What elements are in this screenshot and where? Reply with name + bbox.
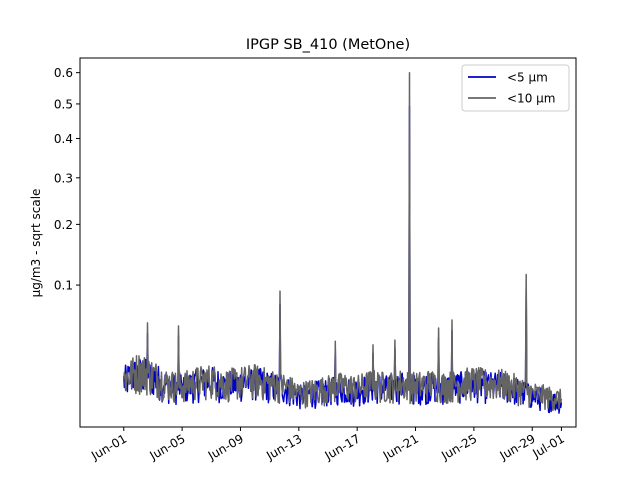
y-axis: 0.1 0.2 0.3 0.4 0.5 0.6	[54, 66, 80, 293]
axes-frame	[79, 57, 577, 428]
legend-label: <5 µm	[507, 71, 548, 85]
legend: <5 µm <10 µm	[461, 64, 570, 112]
y-tick-label: 0.3	[54, 171, 73, 185]
series-line-pm10	[123, 71, 563, 412]
series-layer	[123, 71, 563, 414]
y-axis-label: µg/m3 - sqrt scale	[29, 189, 43, 298]
y-tick-label: 0.5	[54, 97, 73, 111]
y-tick-label: 0.4	[54, 132, 73, 146]
chart-title: IPGP SB_410 (MetOne)	[246, 37, 410, 53]
legend-label: <10 µm	[507, 92, 555, 106]
y-tick-label: 0.6	[54, 66, 73, 80]
y-tick-label: 0.1	[54, 279, 73, 293]
y-tick-label: 0.2	[54, 218, 73, 232]
